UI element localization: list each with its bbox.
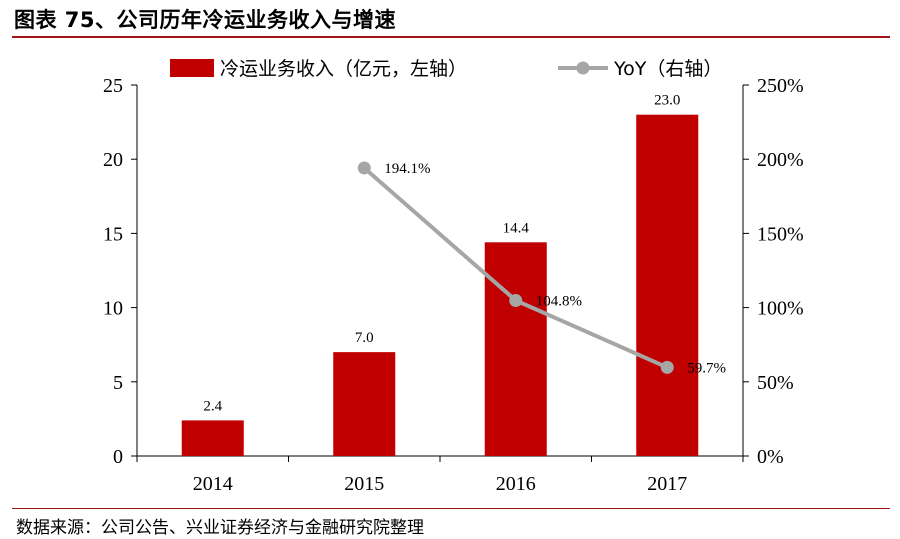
yoy-point xyxy=(660,360,674,374)
source-note: 数据来源：公司公告、兴业证券经济与金融研究院整理 xyxy=(16,518,424,538)
right-tick-label: 50% xyxy=(757,372,794,394)
figure-title: 图表 75、公司历年冷运业务收入与增速 xyxy=(14,8,397,32)
revenue-bar xyxy=(181,420,244,456)
yoy-point xyxy=(509,293,523,307)
right-tick-label: 200% xyxy=(757,149,804,171)
x-tick-label: 2014 xyxy=(193,473,233,495)
revenue-bar-label: 14.4 xyxy=(503,220,530,236)
yoy-point-label: 194.1% xyxy=(384,161,430,177)
legend-line-marker xyxy=(576,61,590,75)
revenue-bar xyxy=(484,242,547,456)
yoy-point xyxy=(357,161,371,175)
legend-bar-label: 冷运业务收入（亿元，左轴） xyxy=(220,58,467,80)
right-tick-label: 150% xyxy=(757,223,804,245)
title-rule xyxy=(12,36,890,38)
left-tick-label: 15 xyxy=(103,223,123,245)
x-tick-label: 2015 xyxy=(344,473,384,495)
revenue-bar xyxy=(636,114,699,457)
x-tick-label: 2017 xyxy=(647,473,687,495)
x-tick-label: 2016 xyxy=(496,473,536,495)
yoy-point-label: 104.8% xyxy=(536,293,582,309)
right-tick-label: 0% xyxy=(757,446,784,468)
left-tick-label: 25 xyxy=(103,75,123,97)
left-tick-label: 0 xyxy=(113,446,123,468)
revenue-bar-label: 23.0 xyxy=(654,93,680,109)
right-tick-label: 100% xyxy=(757,298,804,320)
source-rule xyxy=(12,508,890,509)
left-tick-label: 10 xyxy=(103,298,123,320)
right-tick-label: 250% xyxy=(757,75,804,97)
legend-line-label: YoY（右轴） xyxy=(613,58,722,80)
left-tick-label: 5 xyxy=(113,372,123,394)
revenue-bar-label: 2.4 xyxy=(203,398,222,414)
yoy-point-label: 59.7% xyxy=(687,360,726,376)
left-tick-label: 20 xyxy=(103,149,123,171)
legend-bar-swatch xyxy=(170,59,214,77)
revenue-bar-label: 7.0 xyxy=(355,330,374,346)
revenue-bar xyxy=(333,352,396,456)
